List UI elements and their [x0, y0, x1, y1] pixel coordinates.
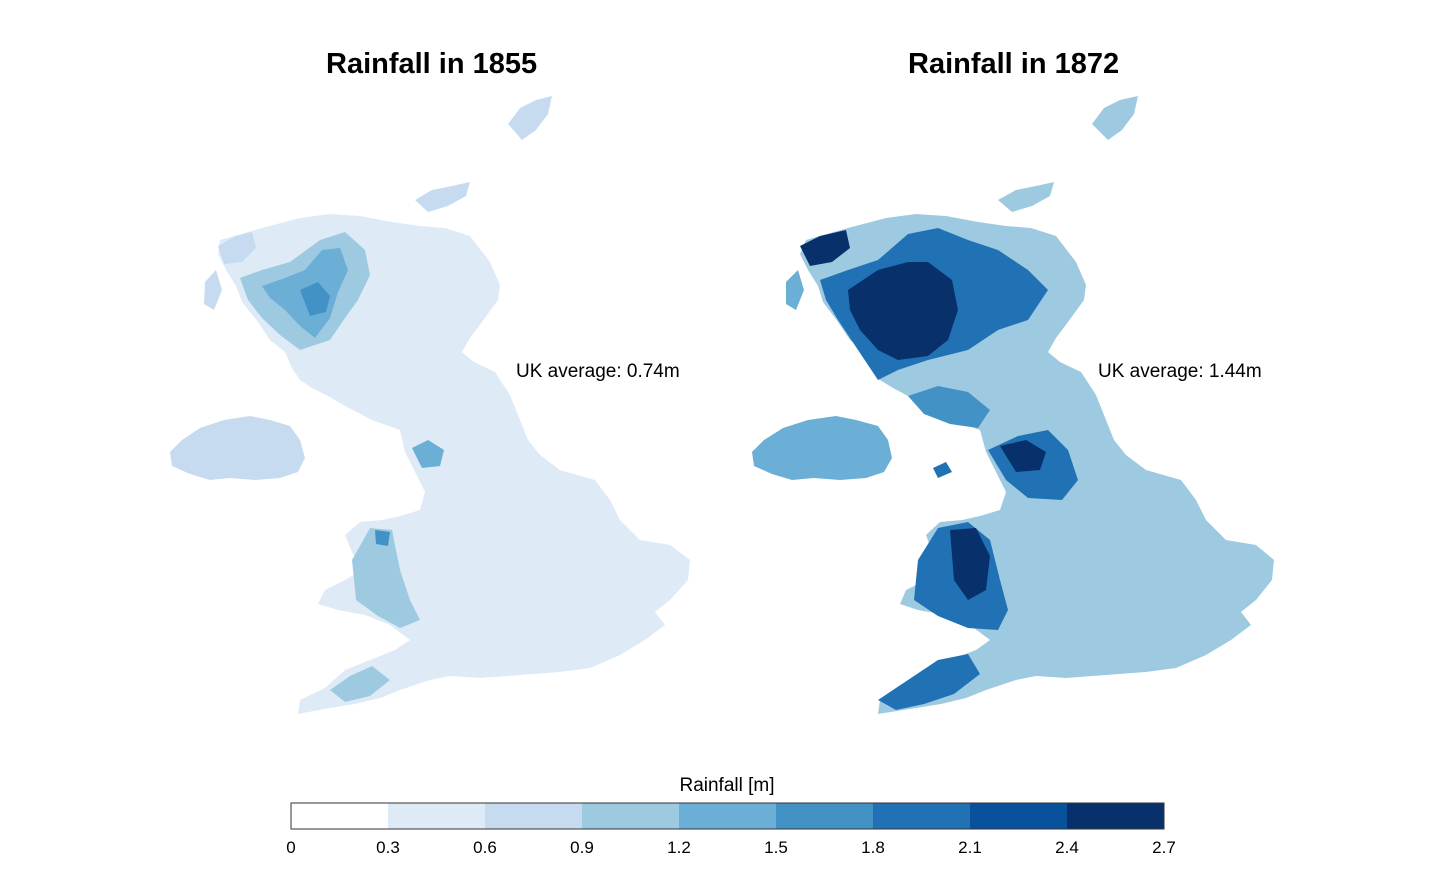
lake-district-rainfall-zone [412, 440, 444, 468]
southwest-rainfall-zone [330, 666, 390, 702]
northern-isles-orkney [415, 182, 470, 212]
uk-average-label-1855: UK average: 0.74m [516, 361, 680, 382]
hebrides-islands [204, 270, 222, 310]
map-panel-1872: Rainfall in 1872 UK average: 1.44m [728, 0, 1456, 740]
colorbar-bin-0-0.3 [291, 803, 389, 829]
uk-rainfall-map-1872 [752, 96, 1274, 714]
colorbar-tick-label: 0.9 [570, 838, 594, 857]
map-title-1855: Rainfall in 1855 [326, 48, 538, 80]
colorbar-border [290, 802, 1165, 830]
colorbar-tick-label: 0.6 [473, 838, 497, 857]
colorbar-bin-1.2-1.5 [679, 803, 777, 829]
colorbar-tick-label: 0 [286, 838, 295, 857]
map-title-1872: Rainfall in 1872 [908, 48, 1120, 80]
ireland-landmass [170, 416, 305, 480]
snowdonia-rainfall-zone [950, 528, 990, 600]
colorbar-tick-label: 2.4 [1055, 838, 1079, 857]
colorbar-bin-1.5-1.8 [776, 803, 874, 829]
colorbar-title: Rainfall [m] [0, 775, 1456, 797]
isle-of-man [933, 462, 952, 478]
colorbar-tick-label: 1.8 [861, 838, 885, 857]
highlands-core-rainfall-zone [300, 282, 330, 316]
snowdonia-rainfall-zone [375, 530, 390, 546]
southwest-rainfall-zone [878, 654, 980, 710]
colorbar-bin-0.9-1.2 [582, 803, 680, 829]
colorbar-title-text: Rainfall [m] [679, 775, 775, 796]
northern-isles-shetland [1092, 96, 1138, 140]
colorbar-bin-0.3-0.6 [388, 803, 486, 829]
colorbar-bin-1.8-2.1 [873, 803, 971, 829]
ireland-landmass [752, 416, 892, 480]
colorbar-tick-label: 2.7 [1152, 838, 1176, 857]
wales-rainfall-zone [352, 528, 420, 628]
northern-isles-shetland [508, 96, 552, 140]
colorbar-tick-label: 1.2 [667, 838, 691, 857]
central-belt-rainfall-zone [908, 386, 990, 428]
colorbar-bin-2.4-2.7 [1067, 803, 1165, 829]
lewis-island [218, 232, 256, 264]
colorbar-tick-label: 2.1 [958, 838, 982, 857]
northern-isles-orkney [998, 182, 1054, 212]
hebrides-islands [786, 270, 804, 310]
highlands-peak-rainfall-zone [848, 262, 958, 360]
colorbar-scale: 0 0.3 0.6 0.9 1.2 1.5 1.8 2.1 2.4 2.7 [286, 802, 1176, 857]
colorbar-tick-label: 1.5 [764, 838, 788, 857]
uk-rainfall-map-1855 [170, 96, 690, 714]
uk-average-label-1872: UK average: 1.44m [1098, 361, 1262, 382]
colorbar-tick-label: 0.3 [376, 838, 400, 857]
colorbar-bin-2.1-2.4 [970, 803, 1068, 829]
colorbar-legend: Rainfall [m] 0 0.3 0.6 0.9 1.2 1.5 1.8 2.1 2.4 2.… [0, 760, 1456, 873]
lewis-island [800, 230, 850, 266]
lake-district-rainfall-zone [1000, 440, 1046, 472]
map-panel-1855: Rainfall in 1855 UK average: 0.74m [0, 0, 728, 740]
great-britain-landmass [218, 214, 690, 714]
colorbar-bin-0.6-0.9 [485, 803, 583, 829]
